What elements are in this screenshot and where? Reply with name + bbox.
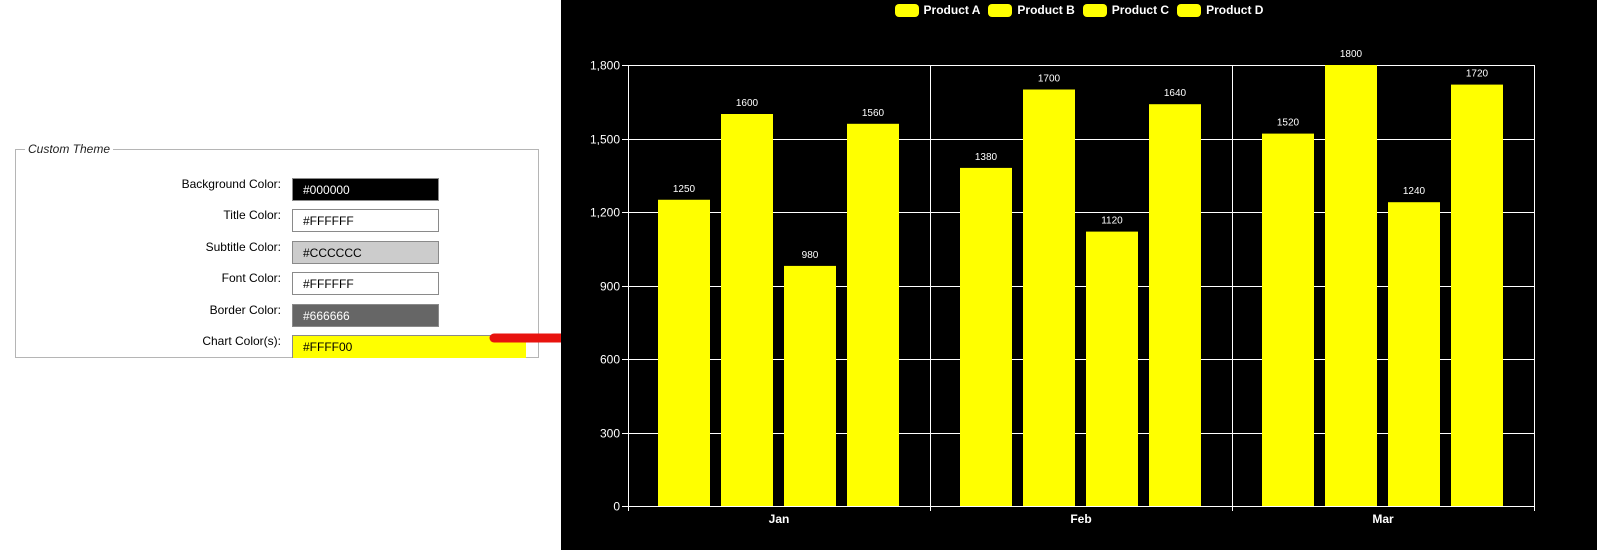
bar: [847, 123, 899, 507]
bar-value-label: 1560: [862, 108, 885, 119]
bar-chart: Product A Product B Product C Product D 0 30…: [561, 0, 1597, 550]
bar: [1451, 84, 1503, 506]
bar: [1086, 231, 1138, 506]
chart-colors-label: Chart Color(s):: [202, 334, 281, 348]
legend-swatch: [1082, 3, 1107, 17]
bar-value-label: 1800: [1340, 49, 1363, 60]
bar-value-label: 1240: [1403, 186, 1426, 197]
y-tick-label: 600: [600, 353, 620, 367]
border-color-label: Border Color:: [209, 303, 281, 317]
custom-theme-fieldset: Custom Theme Background Color: Title Colo…: [15, 142, 539, 358]
legend-item[interactable]: Product D: [1177, 3, 1263, 17]
background-color-label: Background Color:: [181, 177, 281, 191]
bar-value-label: 1720: [1466, 69, 1489, 80]
x-tick-label: Mar: [1372, 512, 1394, 526]
legend-swatch: [1177, 3, 1202, 17]
font-color-label: Font Color:: [221, 271, 281, 285]
bar: [1262, 133, 1314, 506]
bar: [1388, 202, 1440, 506]
legend-label: Product C: [1111, 3, 1170, 17]
chart-colors-input[interactable]: [292, 335, 526, 358]
bar: [784, 265, 836, 506]
title-color-input[interactable]: [292, 209, 439, 232]
y-tick-label: 300: [600, 427, 620, 441]
chart-legend: Product A Product B Product C Product D: [561, 3, 1597, 21]
title-color-label: Title Color:: [223, 208, 281, 222]
y-tick-label: 1,500: [590, 133, 620, 147]
legend-label: Product D: [1206, 3, 1264, 17]
font-color-input[interactable]: [292, 272, 439, 295]
theme-panel: Custom Theme Background Color: Title Colo…: [0, 0, 679, 550]
y-tick-label: 900: [600, 280, 620, 294]
subtitle-color-label: Subtitle Color:: [205, 240, 281, 254]
x-tick-label: Feb: [1070, 512, 1091, 526]
legend-item[interactable]: Product C: [1082, 3, 1170, 17]
bar: [1149, 104, 1201, 506]
chart-plot: 0 300 600 900 1,200 1,500 1,800 1250 1600 980 1560…: [590, 49, 1535, 526]
bar-value-label: 1700: [1038, 74, 1061, 85]
legend-label: Product B: [1017, 3, 1075, 17]
bar-value-label: 1120: [1101, 216, 1123, 227]
legend-item[interactable]: Product A: [894, 3, 981, 17]
border-color-input[interactable]: [292, 304, 439, 327]
custom-theme-legend: Custom Theme: [28, 142, 111, 156]
bar-value-label: 1250: [673, 184, 696, 195]
bar: [1023, 89, 1075, 506]
bar-value-label: 1640: [1164, 88, 1187, 99]
bar-value-label: 1520: [1277, 118, 1300, 129]
bar-value-label: 1600: [736, 98, 759, 109]
y-tick-label: 1,800: [590, 59, 620, 73]
bar: [1325, 65, 1377, 506]
subtitle-color-input[interactable]: [292, 241, 439, 264]
legend-swatch: [988, 3, 1013, 17]
legend-item[interactable]: Product B: [988, 3, 1075, 17]
y-tick-label: 0: [613, 500, 620, 514]
background-color-input[interactable]: [292, 178, 439, 201]
legend-swatch: [894, 3, 919, 17]
bar: [960, 167, 1012, 506]
bar-value-label: 980: [802, 250, 819, 261]
x-tick-label: Jan: [769, 512, 790, 526]
bar: [721, 114, 773, 506]
bar-value-label: 1380: [975, 152, 998, 163]
bar: [658, 199, 710, 506]
y-tick-label: 1,200: [590, 206, 620, 220]
legend-label: Product A: [923, 3, 981, 17]
